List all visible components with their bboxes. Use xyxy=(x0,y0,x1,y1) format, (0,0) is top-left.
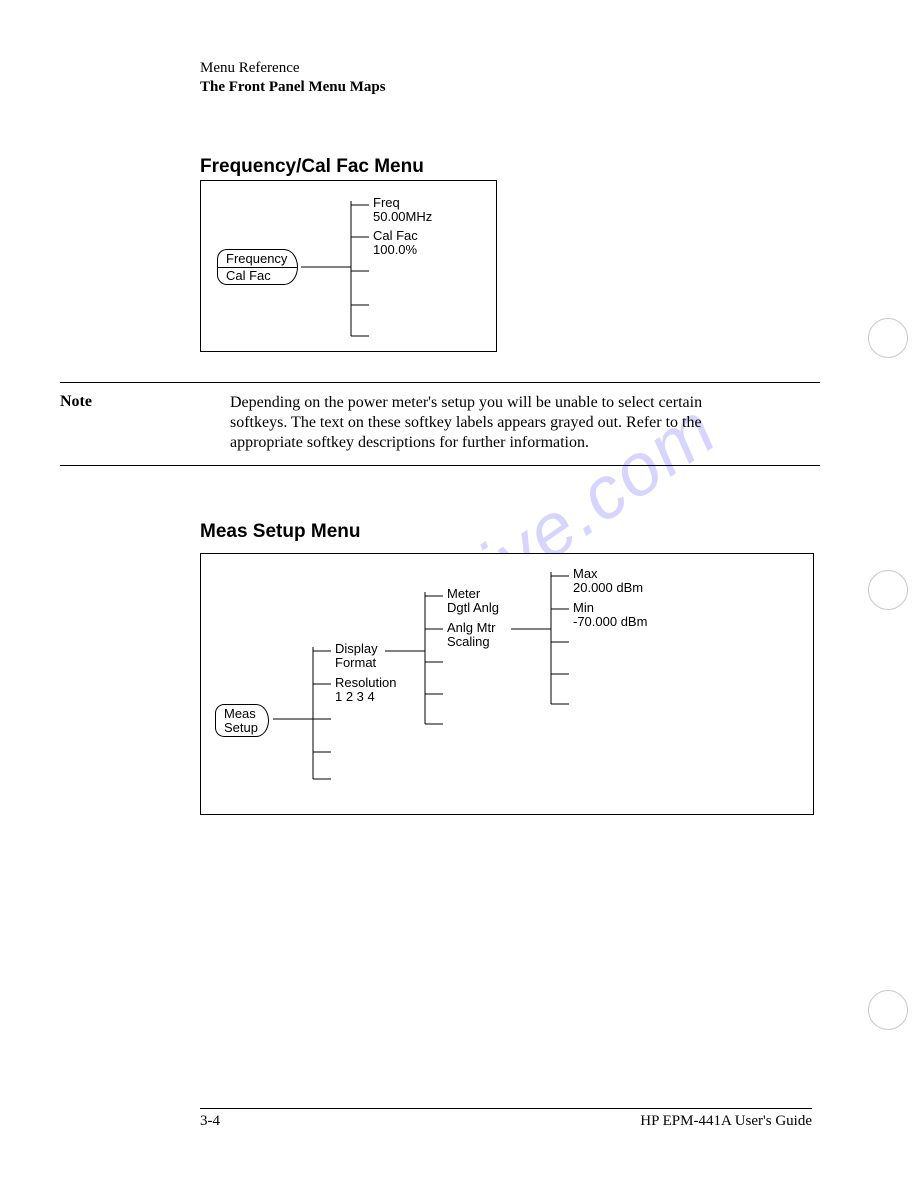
leaf-label: Min xyxy=(573,601,647,615)
section2-title: Meas Setup Menu xyxy=(200,521,860,543)
meas-setup-softkey: Meas Setup xyxy=(215,704,269,737)
leaf-value: 100.0% xyxy=(373,243,418,257)
softkey-line1: Frequency xyxy=(226,252,287,266)
leaf-value: 20.000 dBm xyxy=(573,581,643,595)
softkey-line2: Cal Fac xyxy=(226,269,287,283)
leaf-value: Dgtl Anlg xyxy=(447,601,499,615)
page-number: 3-4 xyxy=(200,1113,220,1130)
meas-tree-lines xyxy=(201,554,813,814)
meas-setup-diagram: Meas Setup Display Format Resolution 1 2… xyxy=(200,553,814,815)
leaf-value: 50.00MHz xyxy=(373,210,432,224)
calfac-leaf: Cal Fac 100.0% xyxy=(373,229,418,258)
leaf-value: -70.000 dBm xyxy=(573,615,647,629)
freq-leaf: Freq 50.00MHz xyxy=(373,196,432,225)
note-text: Depending on the power meter's setup you… xyxy=(230,393,750,453)
punch-hole xyxy=(868,318,908,358)
meter-leaf: Meter Dgtl Anlg xyxy=(447,587,499,616)
max-leaf: Max 20.000 dBm xyxy=(573,567,643,596)
resolution-leaf: Resolution 1 2 3 4 xyxy=(335,676,396,705)
leaf-value: Scaling xyxy=(447,635,495,649)
leaf-label: Resolution xyxy=(335,676,396,690)
min-leaf: Min -70.000 dBm xyxy=(573,601,647,630)
leaf-label: Anlg Mtr xyxy=(447,621,495,635)
page-content: Menu Reference The Front Panel Menu Maps… xyxy=(60,60,860,1130)
punch-hole xyxy=(868,570,908,610)
freq-cal-softkey: Frequency Cal Fac xyxy=(217,249,298,285)
anlg-mtr-leaf: Anlg Mtr Scaling xyxy=(447,621,495,650)
softkey-line1: Meas xyxy=(224,707,258,721)
leaf-label: Meter xyxy=(447,587,499,601)
display-format-leaf: Display Format xyxy=(335,642,378,671)
leaf-label: Max xyxy=(573,567,643,581)
leaf-label: Display xyxy=(335,642,378,656)
softkey-line2: Setup xyxy=(224,721,258,735)
punch-hole xyxy=(868,990,908,1030)
note-block: Note Depending on the power meter's setu… xyxy=(60,382,820,466)
footer-rule xyxy=(200,1108,812,1109)
leaf-label: Freq xyxy=(373,196,432,210)
freq-cal-diagram: Frequency Cal Fac Freq 50.00MHz Cal Fac … xyxy=(200,180,497,352)
guide-title: HP EPM-441A User's Guide xyxy=(640,1113,812,1130)
footer: 3-4 HP EPM-441A User's Guide xyxy=(200,1113,812,1130)
note-label: Note xyxy=(60,393,230,453)
leaf-value: Format xyxy=(335,656,378,670)
leaf-label: Cal Fac xyxy=(373,229,418,243)
leaf-value: 1 2 3 4 xyxy=(335,690,396,704)
section1-title: Frequency/Cal Fac Menu xyxy=(200,156,860,178)
header-title: The Front Panel Menu Maps xyxy=(200,79,860,96)
header-section: Menu Reference xyxy=(200,60,860,77)
